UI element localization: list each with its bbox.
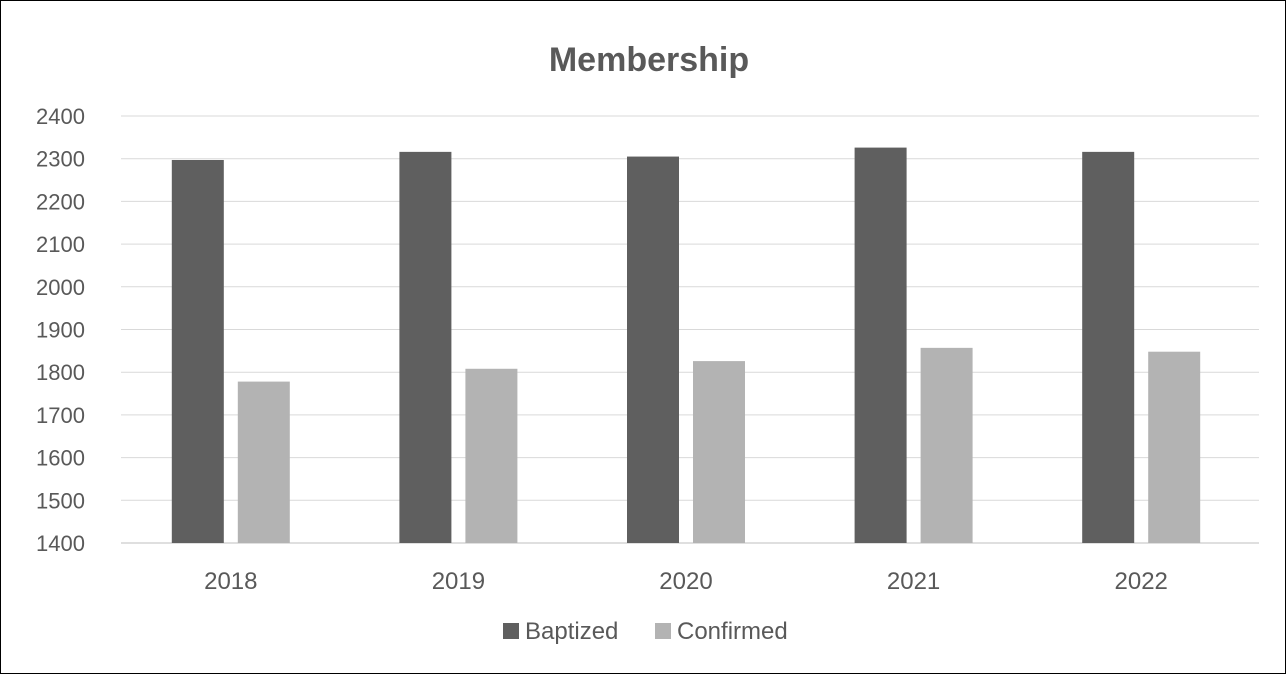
y-tick-label: 1700 xyxy=(36,403,85,428)
y-axis-tick-labels: 1400 1500 1600 1700 1800 1900 2000 2100 2200 2300… xyxy=(36,104,85,556)
bar-baptized-2020 xyxy=(627,156,679,543)
bar-baptized-2019 xyxy=(399,151,452,544)
legend-swatch-confirmed xyxy=(655,623,671,639)
y-tick-label: 1800 xyxy=(36,360,85,385)
bar-baptized-2021 xyxy=(854,147,907,543)
y-tick-label: 1500 xyxy=(36,488,85,513)
y-tick-label: 2000 xyxy=(36,275,85,300)
gridlines xyxy=(121,115,1259,544)
x-tick-label: 2022 xyxy=(1115,568,1168,595)
x-tick-label: 2020 xyxy=(659,568,712,595)
bar-confirmed-2019 xyxy=(465,368,518,543)
bars xyxy=(171,147,1201,544)
bar-confirmed-2018 xyxy=(237,381,290,543)
x-axis-tick-labels: 2018 2019 2020 2021 2022 xyxy=(204,568,1168,595)
bar-confirmed-2020 xyxy=(693,361,745,543)
bar-baptized-2022 xyxy=(1082,151,1135,544)
y-tick-label: 1400 xyxy=(36,531,85,556)
chart-title: Membership xyxy=(549,41,749,79)
legend-label-confirmed: Confirmed xyxy=(677,618,788,645)
y-tick-label: 2300 xyxy=(36,147,85,172)
legend-swatch-baptized xyxy=(503,623,519,639)
y-tick-label: 1900 xyxy=(36,318,85,343)
bar-baptized-2018 xyxy=(171,159,224,543)
y-tick-label: 2200 xyxy=(36,189,85,214)
x-tick-label: 2019 xyxy=(432,568,485,595)
legend-label-baptized: Baptized xyxy=(525,618,618,645)
y-tick-label: 2400 xyxy=(36,104,85,129)
bar-confirmed-2021 xyxy=(920,347,973,543)
x-tick-label: 2021 xyxy=(887,568,940,595)
x-tick-label: 2018 xyxy=(204,568,257,595)
y-tick-label: 2100 xyxy=(36,232,85,257)
legend: Baptized Confirmed xyxy=(503,618,788,645)
bar-confirmed-2022 xyxy=(1148,351,1201,543)
y-tick-label: 1600 xyxy=(36,446,85,471)
